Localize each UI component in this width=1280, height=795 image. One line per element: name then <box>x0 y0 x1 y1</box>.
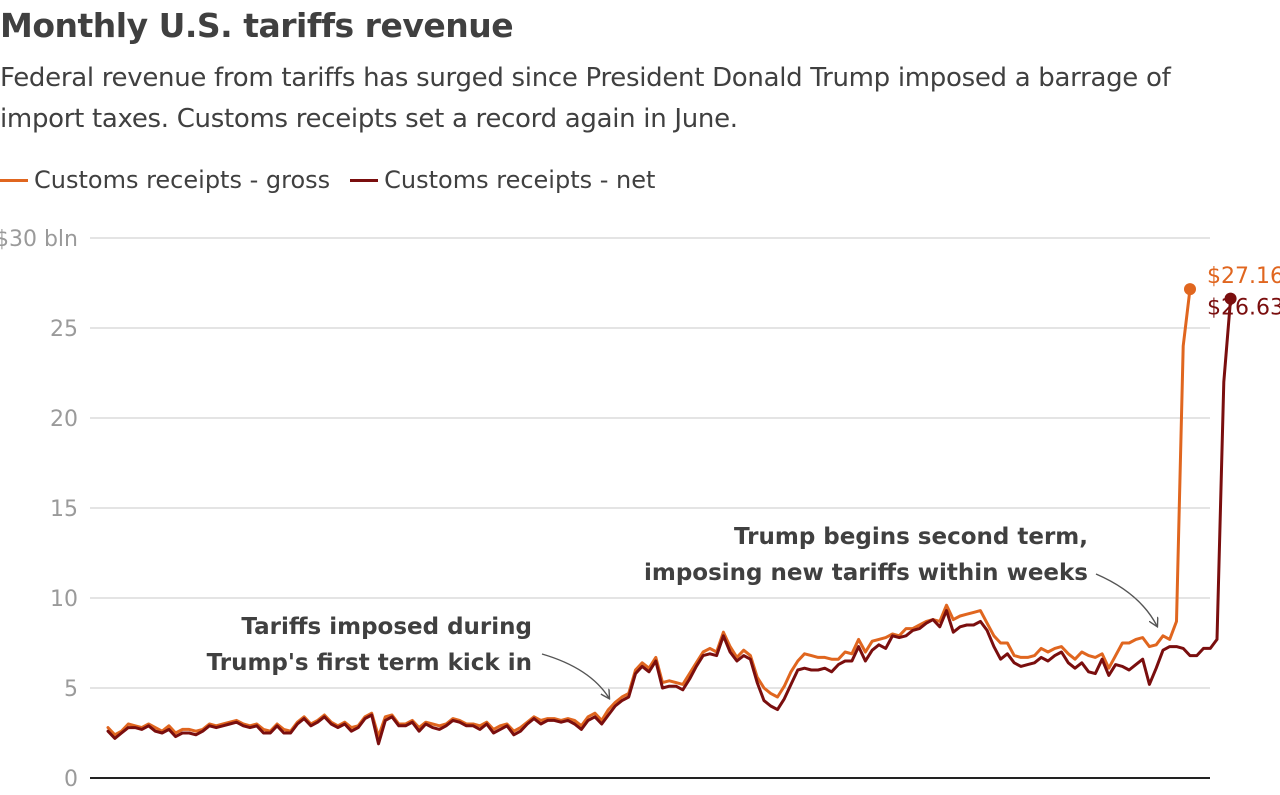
legend-item-gross: Customs receipts - gross <box>0 166 330 194</box>
legend-label-gross: Customs receipts - gross <box>34 166 331 194</box>
series-line-net <box>106 297 1233 746</box>
legend: Customs receipts - gross Customs receipt… <box>0 166 675 194</box>
annotation-second-term-line-2: imposing new tariffs within weeks <box>644 560 1088 586</box>
annotation-first-term-arrow <box>541 653 609 698</box>
end-dot-gross <box>1184 283 1196 296</box>
y-tick-label-15: 15 <box>50 497 78 522</box>
annotation-second-term-line-1: Trump begins second term, <box>734 524 1088 550</box>
y-tick-label-30: $30 bln <box>0 227 78 252</box>
end-label-gross: $27.16 <box>1207 264 1280 289</box>
annotation-second-term-arrow <box>1095 573 1157 626</box>
legend-item-net: Customs receipts - net <box>350 166 655 194</box>
end-dot-net <box>1224 292 1237 305</box>
end-label-net: $26.63 <box>1207 296 1280 321</box>
legend-swatch-gross <box>0 178 28 182</box>
annotation-first-term-line-2: Trump's first term kick in <box>207 650 532 676</box>
chart-title: Monthly U.S. tariffs revenue <box>0 6 514 45</box>
y-tick-label-25: 25 <box>50 317 78 342</box>
y-tick-label-20: 20 <box>50 407 78 432</box>
series-lines <box>106 287 1233 746</box>
end-points: $27.16 $26.63 <box>1184 264 1280 321</box>
legend-swatch-net <box>350 178 379 182</box>
y-tick-label-0: 0 <box>64 767 78 792</box>
grid-lines <box>90 237 1210 779</box>
chart-subtitle: Federal revenue from tariffs has surged … <box>0 63 1171 134</box>
series-line-gross <box>106 287 1192 739</box>
y-tick-label-5: 5 <box>64 677 78 702</box>
y-axis-ticks: 0 5 10 15 20 25 $30 bln <box>0 227 78 792</box>
annotation-first-term-line-1: Tariffs imposed during <box>241 614 532 640</box>
annotations: Tariffs imposed during Trump's first ter… <box>207 524 1157 698</box>
y-tick-label-10: 10 <box>50 587 78 612</box>
legend-label-net: Customs receipts - net <box>384 166 656 194</box>
